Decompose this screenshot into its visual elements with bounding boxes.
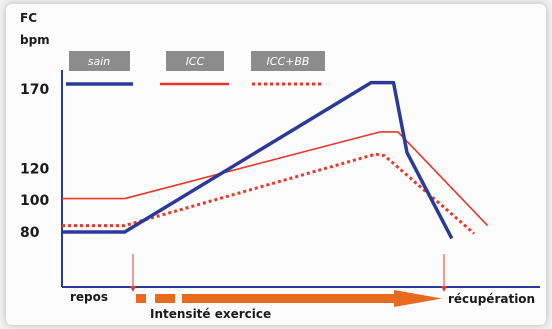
label-repos: repos <box>70 290 108 304</box>
y-tick-label-170: 170 <box>20 82 49 98</box>
intensity-dash-2 <box>155 294 175 303</box>
legend-box-icc <box>166 51 224 71</box>
legend: sain ICC ICC+BB <box>66 51 325 86</box>
y-tick-labels: 170 120 100 80 <box>20 82 49 241</box>
series-group <box>62 80 489 240</box>
marker-end-arrowhead <box>441 286 447 292</box>
legend-item-icc: ICC <box>160 51 229 86</box>
legend-item-iccbb: ICC+BB <box>251 51 325 86</box>
y-tick-label-100: 100 <box>20 193 49 209</box>
series-line-icc <box>62 131 489 227</box>
legend-box-iccbb <box>251 51 325 71</box>
legend-label-iccbb: ICC+BB <box>267 55 310 68</box>
series-line-icc-bb <box>62 152 476 235</box>
y-axis-label-bpm: bpm <box>20 33 50 47</box>
legend-box-sain <box>69 51 130 71</box>
intensity-arrow-body <box>182 290 442 307</box>
series-line-sain <box>62 80 454 240</box>
label-recuperation: récupération <box>448 292 535 306</box>
intensity-arrow <box>136 290 442 307</box>
y-axis-label-fc: FC <box>20 11 37 25</box>
marker-start-arrowhead <box>130 286 136 292</box>
legend-item-sain: sain <box>66 51 133 86</box>
legend-label-sain: sain <box>88 55 111 68</box>
y-tick-label-80: 80 <box>20 225 40 241</box>
y-tick-label-120: 120 <box>20 161 49 177</box>
intensity-dash-1 <box>136 294 146 303</box>
x-axis-label-intensite: Intensité exercice <box>150 307 271 321</box>
legend-label-icc: ICC <box>186 55 205 68</box>
